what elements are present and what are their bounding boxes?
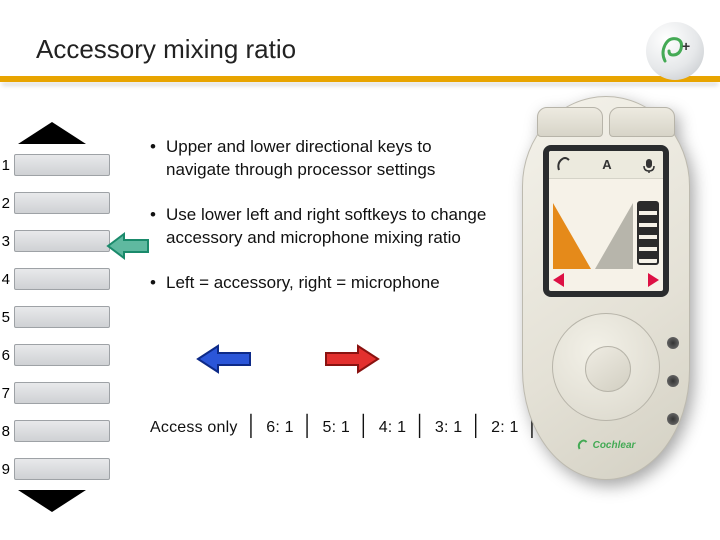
ratio-value: 5: 1	[322, 419, 350, 437]
chevron-down-icon	[18, 490, 86, 512]
ratio-value: 3: 1	[435, 419, 463, 437]
soft-keys-top	[537, 107, 675, 137]
ladder-number: 9	[0, 461, 14, 478]
ladder-bar	[14, 458, 110, 480]
soft-key-right[interactable]	[609, 107, 675, 137]
mix-microphone-shape	[595, 199, 633, 269]
ladder-number: 6	[0, 347, 14, 364]
screen-mix-graphic	[553, 181, 659, 269]
ladder-row: 9	[0, 452, 110, 486]
ratio-separator: │	[300, 415, 317, 438]
right-indicator-icon	[648, 273, 659, 287]
device-screen-frame: A	[543, 145, 669, 297]
cochlear-logo-icon: +	[655, 31, 695, 71]
ratio-prefix: Access only	[150, 419, 238, 437]
ratio-separator: │	[412, 415, 429, 438]
cochlear-swirl-icon	[577, 439, 589, 451]
step-ladder: 1 2 3 4 5 6 7 8 9	[0, 122, 110, 512]
ladder-row: 6	[0, 338, 110, 372]
device-screen: A	[549, 151, 663, 291]
green-left-arrow-icon	[106, 232, 150, 260]
directional-pad[interactable]	[552, 313, 660, 421]
plus-icon: +	[682, 38, 690, 54]
bullet-list: Upper and lower directional keys to navi…	[150, 136, 490, 317]
battery-icon	[637, 201, 659, 265]
left-indicator-icon	[553, 273, 564, 287]
ladder-bar	[14, 344, 110, 366]
ladder-number: 5	[0, 309, 14, 326]
speaker-holes	[667, 337, 679, 425]
speaker-hole-icon	[667, 375, 679, 387]
device-brand-label: Cochlear	[593, 440, 636, 451]
arrow-pair	[196, 344, 380, 374]
speaker-hole-icon	[667, 337, 679, 349]
ratio-separator: │	[356, 415, 373, 438]
ratio-value: 4: 1	[379, 419, 407, 437]
bullet-item: Upper and lower directional keys to navi…	[150, 136, 490, 182]
title-underline	[0, 76, 720, 82]
blue-left-arrow-icon	[196, 344, 252, 374]
ratio-separator: │	[244, 415, 261, 438]
device-brand: Cochlear	[577, 439, 636, 451]
ladder-number: 3	[0, 233, 14, 250]
speaker-hole-icon	[667, 413, 679, 425]
ladder-bar	[14, 420, 110, 442]
ladder-bar	[14, 154, 110, 176]
remote-device: A	[522, 96, 690, 480]
accessory-icon	[555, 156, 573, 174]
ladder-bar	[14, 306, 110, 328]
mix-accessory-shape	[553, 199, 591, 269]
bullet-item: Use lower left and right softkeys to cha…	[150, 204, 490, 250]
ladder-row: 2	[0, 186, 110, 220]
bullet-item: Left = accessory, right = microphone	[150, 272, 490, 295]
ladder-bar	[14, 382, 110, 404]
red-right-arrow-icon	[324, 344, 380, 374]
ladder-number: 2	[0, 195, 14, 212]
page-title: Accessory mixing ratio	[36, 34, 296, 65]
ratio-value: 2: 1	[491, 419, 519, 437]
chevron-up-icon	[18, 122, 86, 144]
brand-logo: +	[646, 22, 704, 80]
ratio-separator: │	[468, 415, 485, 438]
ladder-row: 1	[0, 148, 110, 182]
ladder-number: 7	[0, 385, 14, 402]
device-body: A	[522, 96, 690, 480]
ladder-number: 4	[0, 271, 14, 288]
ratio-value: 6: 1	[266, 419, 294, 437]
ladder-row: 8	[0, 414, 110, 448]
ladder-bar	[14, 192, 110, 214]
screen-badge: A	[602, 157, 611, 172]
ladder-row: 5	[0, 300, 110, 334]
ladder-row: 7	[0, 376, 110, 410]
microphone-icon	[641, 157, 657, 173]
ladder-bar	[14, 268, 110, 290]
screen-status-bar: A	[549, 151, 663, 179]
screen-softkey-indicators	[553, 273, 659, 289]
ladder-bar	[14, 230, 110, 252]
ladder-row: 3	[0, 224, 110, 258]
ladder-row: 4	[0, 262, 110, 296]
soft-key-left[interactable]	[537, 107, 603, 137]
ratio-values: Access only │ 6: 1 │ 5: 1 │ 4: 1 │ 3: 1 …	[150, 416, 575, 439]
ladder-number: 1	[0, 157, 14, 174]
ladder-number: 8	[0, 423, 14, 440]
